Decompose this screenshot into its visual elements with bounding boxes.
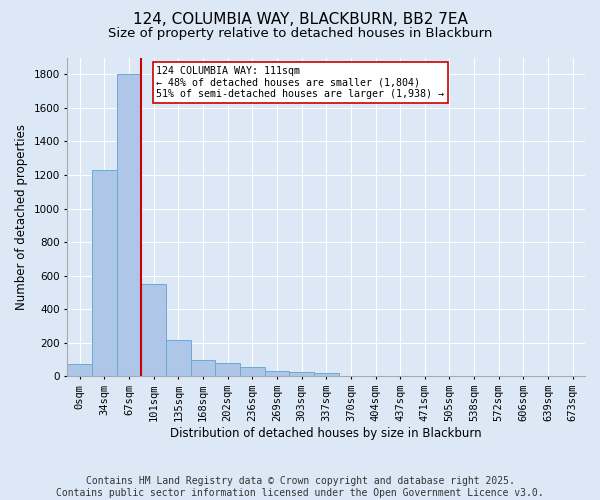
- Bar: [67, 364, 92, 376]
- Bar: [166, 340, 191, 376]
- Bar: [215, 363, 240, 376]
- Bar: [92, 170, 117, 376]
- Bar: [314, 373, 338, 376]
- Text: Size of property relative to detached houses in Blackburn: Size of property relative to detached ho…: [108, 28, 492, 40]
- Bar: [289, 372, 314, 376]
- Bar: [265, 372, 289, 376]
- Text: 124 COLUMBIA WAY: 111sqm
← 48% of detached houses are smaller (1,804)
51% of sem: 124 COLUMBIA WAY: 111sqm ← 48% of detach…: [156, 66, 444, 99]
- Bar: [240, 367, 265, 376]
- Text: Contains HM Land Registry data © Crown copyright and database right 2025.
Contai: Contains HM Land Registry data © Crown c…: [56, 476, 544, 498]
- Y-axis label: Number of detached properties: Number of detached properties: [15, 124, 28, 310]
- Text: 124, COLUMBIA WAY, BLACKBURN, BB2 7EA: 124, COLUMBIA WAY, BLACKBURN, BB2 7EA: [133, 12, 467, 28]
- Bar: [142, 284, 166, 376]
- Bar: [117, 74, 142, 376]
- X-axis label: Distribution of detached houses by size in Blackburn: Distribution of detached houses by size …: [170, 427, 482, 440]
- Bar: [191, 360, 215, 376]
